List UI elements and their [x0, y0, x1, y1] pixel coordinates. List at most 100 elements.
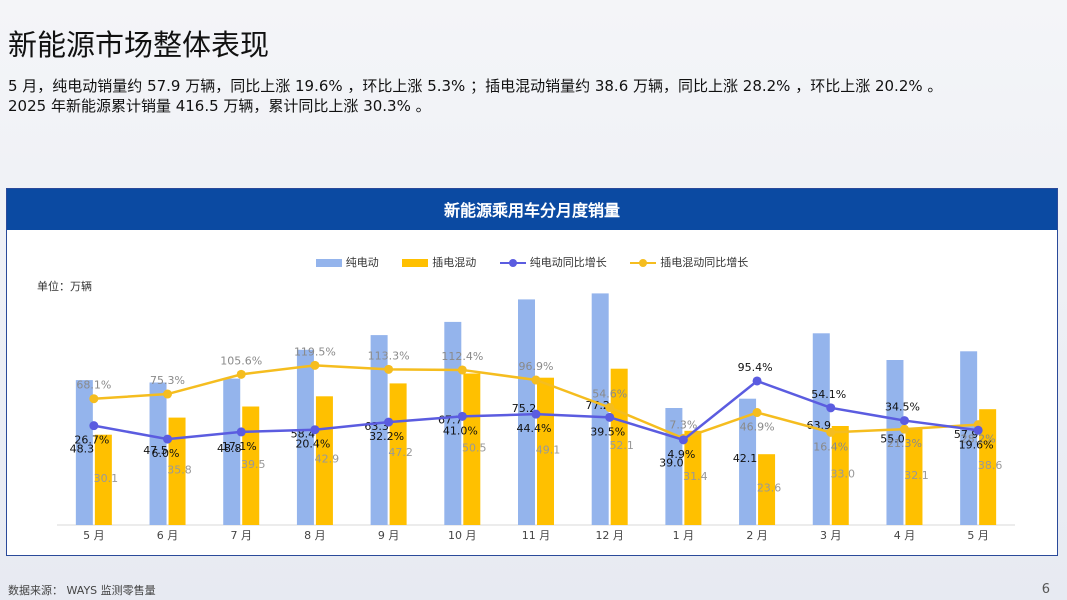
legend-swatch-phev	[402, 259, 429, 267]
label-phev-yoy-5: 112.4%	[441, 350, 483, 363]
x-tick-label-0: 5 月	[83, 529, 105, 542]
label-phev-yoy-0: 68.1%	[76, 379, 111, 392]
page-title: 新能源市场整体表现	[8, 28, 270, 62]
point-phev-yoy-1	[163, 389, 173, 399]
label-bev-yoy-8: 4.9%	[667, 448, 695, 461]
bar-bev-value-11: 55.0	[880, 433, 905, 446]
bar-bev-value-12: 57.9	[954, 428, 979, 441]
bar-phev-12	[979, 409, 997, 525]
bar-bev-3	[296, 349, 314, 525]
x-tick-label-5: 10 月	[448, 529, 477, 542]
label-bev-yoy-1: 6.0%	[152, 447, 180, 460]
point-phev-yoy-11	[899, 424, 909, 434]
bar-phev-value-3: 42.9	[315, 453, 340, 466]
x-tick-label-2: 7 月	[230, 529, 252, 542]
bar-phev-1	[168, 417, 186, 525]
bar-bev-11	[886, 360, 904, 525]
point-phev-yoy-5	[457, 365, 467, 375]
bar-phev-7	[610, 368, 628, 525]
bar-bev-2	[223, 378, 241, 525]
chart-title: 新能源乘用车分月度销量	[7, 189, 1057, 230]
legend-label-phev-yoy: 插电混动同比增长	[660, 256, 749, 269]
x-tick-label-7: 12 月	[595, 529, 624, 542]
bar-bev-value-1: 47.5	[143, 444, 168, 457]
x-tick-label-3: 8 月	[304, 529, 326, 542]
bar-phev-value-6: 49.1	[536, 443, 561, 456]
legend-label-bev: 纯电动	[345, 256, 379, 269]
summary-line-1: 5 月，纯电动销量约 57.9 万辆，同比上涨 19.6% ，环比上涨 5.3%…	[8, 77, 943, 95]
bar-bev-5	[444, 321, 462, 525]
bar-phev-value-7: 52.1	[609, 439, 634, 452]
point-bev-yoy-3	[310, 425, 320, 435]
bar-bev-value-10: 63.9	[807, 419, 832, 432]
bar-phev-2	[242, 406, 260, 525]
point-phev-yoy-0	[89, 394, 99, 404]
bar-bev-value-2: 48.8	[217, 442, 242, 455]
bar-phev-value-0: 30.1	[94, 472, 119, 485]
label-bev-yoy-4: 32.2%	[369, 430, 404, 443]
point-bev-yoy-10	[826, 403, 836, 413]
point-bev-yoy-4	[384, 417, 394, 427]
label-phev-yoy-7: 54.6%	[592, 388, 627, 401]
legend-swatch-bev	[315, 259, 342, 267]
label-phev-yoy-3: 119.5%	[294, 345, 336, 358]
bar-phev-8	[684, 430, 702, 525]
point-bev-yoy-9	[752, 376, 762, 386]
bar-phev-11	[905, 428, 923, 525]
chart-plot: 5 月 6 月 7 月 8 月 9 月 10 月 11 月 12 月 1 月 2 月 3 月 4 月 5…	[57, 293, 1015, 542]
label-phev-yoy-9: 46.9%	[740, 421, 775, 434]
bar-bev-7	[591, 293, 609, 525]
legend-label-phev: 插电混动	[432, 256, 477, 269]
data-source: 数据来源： WAYS 监测零售量	[8, 584, 156, 597]
point-bev-yoy-12	[973, 425, 983, 435]
bar-phev-4	[389, 383, 407, 525]
legend-item-phev-yoy: 插电混动同比增长	[630, 254, 748, 270]
x-tick-label-9: 2 月	[746, 529, 768, 542]
chart-body: 纯电动 插电混动 纯电动同比增长 插电混动同比增长 单位：万辆 5 月 6 月 7 …	[7, 230, 1057, 556]
x-tick-label-6: 11 月	[522, 529, 551, 542]
point-phev-yoy-4	[384, 364, 394, 374]
legend-line-bev-yoy	[499, 259, 526, 267]
bar-bev-value-9: 42.1	[733, 452, 758, 465]
label-bev-yoy-9: 95.4%	[738, 361, 773, 374]
bar-phev-value-4: 47.2	[388, 446, 413, 459]
point-bev-yoy-5	[457, 411, 467, 421]
label-bev-yoy-10: 54.1%	[811, 388, 846, 401]
point-phev-yoy-3	[310, 360, 320, 370]
x-tick-label-4: 9 月	[378, 529, 400, 542]
legend-item-bev: 纯电动	[315, 254, 379, 270]
bar-bev-4	[370, 335, 388, 525]
chart-legend: 纯电动 插电混动 纯电动同比增长 插电混动同比增长	[7, 254, 1057, 270]
label-bev-yoy-0: 26.7%	[74, 434, 109, 447]
unit-label: 单位：万辆	[37, 280, 92, 293]
page-number: 6	[1041, 582, 1050, 597]
bar-phev-value-5: 50.5	[462, 441, 487, 454]
point-phev-yoy-7	[605, 403, 615, 413]
point-bev-yoy-6	[531, 409, 541, 419]
x-tick-label-1: 6 月	[157, 529, 179, 542]
point-phev-yoy-10	[826, 427, 836, 437]
label-bev-yoy-7: 39.5%	[590, 425, 625, 438]
bar-bev-0	[75, 380, 93, 525]
point-bev-yoy-7	[605, 412, 615, 422]
bar-phev-value-1: 35.8	[167, 463, 192, 476]
x-tick-label-11: 4 月	[894, 529, 916, 542]
bar-bev-value-0: 48.3	[70, 443, 95, 456]
point-phev-yoy-2	[236, 369, 246, 379]
legend-item-phev: 插电混动	[402, 254, 476, 270]
label-bev-yoy-12: 19.6%	[959, 438, 994, 451]
legend-line-phev-yoy	[630, 259, 657, 267]
point-bev-yoy-11	[899, 416, 909, 426]
label-bev-yoy-6: 44.4%	[517, 422, 552, 435]
bar-bev-value-6: 75.2	[512, 402, 537, 415]
label-phev-yoy-11: 21.3%	[887, 437, 922, 450]
label-phev-yoy-4: 113.3%	[368, 349, 410, 362]
label-bev-yoy-11: 34.5%	[885, 401, 920, 414]
label-bev-yoy-3: 20.4%	[295, 438, 330, 451]
point-phev-yoy-6	[531, 375, 541, 385]
label-bev-yoy-5: 41.0%	[443, 424, 478, 437]
label-phev-yoy-10: 16.4%	[813, 440, 848, 453]
legend-item-bev-yoy: 纯电动同比增长	[499, 254, 607, 270]
bar-phev-value-12: 38.6	[978, 459, 1003, 472]
summary-text: 5 月，纯电动销量约 57.9 万辆，同比上涨 19.6% ，环比上涨 5.3%…	[8, 76, 942, 116]
